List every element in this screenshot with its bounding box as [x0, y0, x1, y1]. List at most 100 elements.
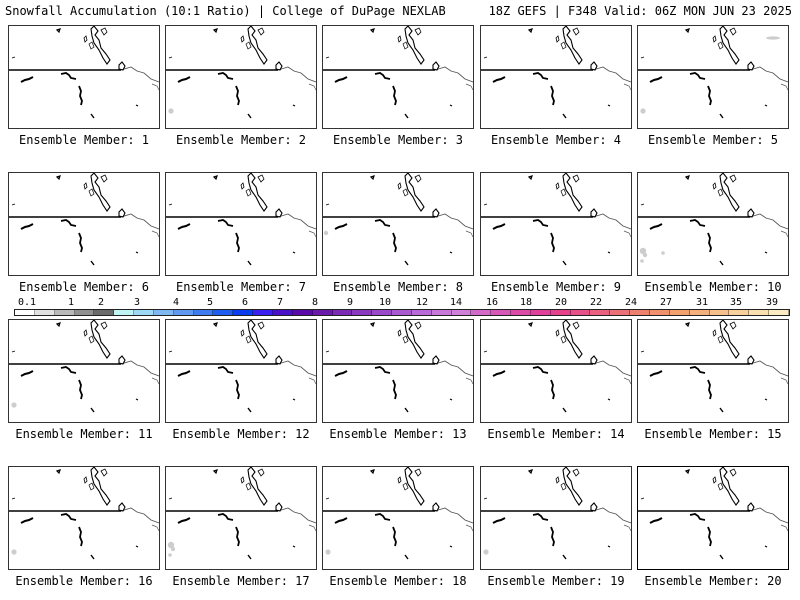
member-map — [9, 467, 159, 560]
member-map — [638, 320, 788, 413]
scale-tick-label: 22 — [589, 297, 603, 308]
member-map — [638, 26, 788, 119]
scale-swatch — [511, 310, 531, 315]
scale-swatch — [729, 310, 750, 315]
member-label: Ensemble Member: 5 — [647, 133, 779, 147]
member-label: Ensemble Member: 17 — [172, 574, 310, 588]
member-map — [638, 467, 788, 560]
scale-tick-label: 9 — [346, 297, 354, 308]
scale-tick-label: 10 — [378, 297, 392, 308]
scale-tick-label: 12 — [415, 297, 429, 308]
member-label: Ensemble Member: 7 — [175, 280, 307, 294]
scale-swatch — [590, 310, 611, 315]
scale-swatch — [272, 310, 293, 315]
member-map-panel — [8, 25, 160, 129]
member-label: Ensemble Member: 3 — [332, 133, 464, 147]
scale-tick-label: 7 — [276, 297, 284, 308]
scale-swatch — [431, 310, 452, 315]
scale-tick-label: 6 — [241, 297, 249, 308]
scale-swatch — [114, 310, 135, 315]
scale-swatch — [689, 310, 710, 315]
member-label: Ensemble Member: 13 — [329, 427, 467, 441]
scale-tick-label: 18 — [519, 297, 533, 308]
scale-swatch — [372, 310, 393, 315]
member-map-panel — [637, 466, 789, 570]
scale-swatch — [610, 310, 631, 315]
scale-swatch — [54, 310, 75, 315]
scale-tick-label: 20 — [554, 297, 568, 308]
member-map — [166, 467, 316, 560]
member-map — [638, 173, 788, 266]
scale-swatch — [709, 310, 730, 315]
member-label: Ensemble Member: 16 — [15, 574, 153, 588]
member-map — [481, 26, 631, 119]
member-map-panel — [637, 319, 789, 423]
scale-tick-label: 1 — [67, 297, 75, 308]
scale-swatch — [332, 310, 353, 315]
scale-tick-label: 24 — [624, 297, 638, 308]
member-map-panel — [480, 172, 632, 276]
scale-swatch — [153, 310, 174, 315]
scale-tick-label: 14 — [449, 297, 463, 308]
scale-tick-label: 39 — [765, 297, 779, 308]
scale-swatch — [550, 310, 571, 315]
member-map — [9, 26, 159, 119]
scale-swatch — [352, 310, 373, 315]
member-label: Ensemble Member: 19 — [487, 574, 625, 588]
member-label: Ensemble Member: 15 — [644, 427, 782, 441]
member-label: Ensemble Member: 1 — [18, 133, 150, 147]
scale-swatch — [630, 310, 650, 315]
member-map-panel — [165, 172, 317, 276]
member-label: Ensemble Member: 10 — [644, 280, 782, 294]
scale-swatch — [34, 310, 55, 315]
member-map — [9, 320, 159, 413]
member-label: Ensemble Member: 4 — [490, 133, 622, 147]
member-label: Ensemble Member: 9 — [490, 280, 622, 294]
member-map-panel — [322, 466, 474, 570]
scale-swatch — [312, 310, 333, 315]
snowfall-color-scale: 0.1 1 2 3 4 5 6 7 8 9 10 12 14 16 18 20 22 24 27 31 35 39 — [5, 297, 790, 319]
member-map-panel — [165, 25, 317, 129]
map-title: Snowfall Accumulation (10:1 Ratio) | Col… — [5, 4, 446, 18]
scale-tick-label: 35 — [729, 297, 743, 308]
member-label: Ensemble Member: 2 — [175, 133, 307, 147]
member-label: Ensemble Member: 18 — [329, 574, 467, 588]
member-map — [9, 173, 159, 266]
member-label: Ensemble Member: 8 — [332, 280, 464, 294]
scale-swatch — [471, 310, 492, 315]
member-map-panel — [8, 319, 160, 423]
scale-swatch — [193, 310, 214, 315]
member-map — [323, 26, 473, 119]
member-map — [323, 467, 473, 560]
scale-labels: 0.1 1 2 3 4 5 6 7 8 9 10 12 14 16 18 20 22 24 27 31 35 39 — [5, 297, 787, 309]
scale-swatch — [134, 310, 154, 315]
member-map-panel — [8, 466, 160, 570]
member-map-panel — [165, 466, 317, 570]
scale-swatch — [213, 310, 234, 315]
member-label: Ensemble Member: 20 — [644, 574, 782, 588]
scale-swatch — [491, 310, 512, 315]
member-label: Ensemble Member: 11 — [15, 427, 153, 441]
member-map-panel — [637, 172, 789, 276]
scale-tick-label: 31 — [695, 297, 709, 308]
member-map-panel — [8, 172, 160, 276]
member-map — [481, 320, 631, 413]
member-map — [481, 173, 631, 266]
scale-swatch — [669, 310, 690, 315]
scale-bar — [14, 309, 790, 316]
scale-tick-label: 0.1 — [17, 297, 37, 308]
scale-swatch — [74, 310, 95, 315]
member-map-panel — [637, 25, 789, 129]
member-map — [166, 173, 316, 266]
scale-tick-label: 3 — [133, 297, 141, 308]
member-label: Ensemble Member: 14 — [487, 427, 625, 441]
scale-swatch — [749, 310, 770, 315]
member-label: Ensemble Member: 6 — [18, 280, 150, 294]
scale-swatch — [292, 310, 313, 315]
scale-swatch — [392, 310, 412, 315]
scale-swatch — [253, 310, 273, 315]
member-map-panel — [480, 25, 632, 129]
scale-tick-label: 16 — [485, 297, 499, 308]
scale-swatch — [411, 310, 432, 315]
member-map — [481, 467, 631, 560]
